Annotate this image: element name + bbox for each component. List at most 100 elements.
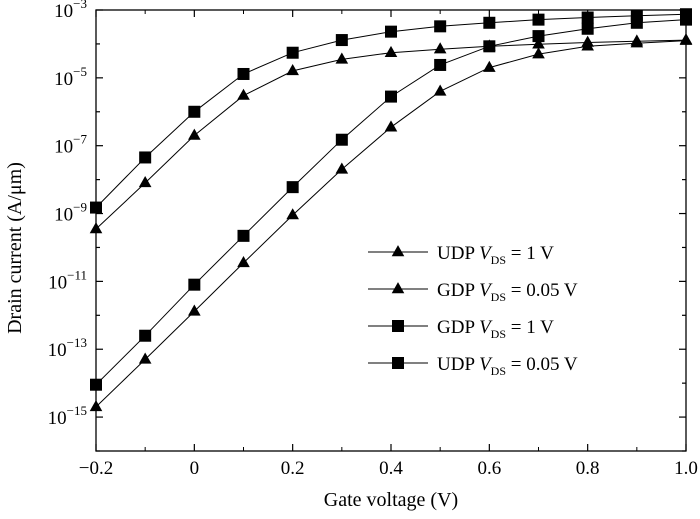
plot-area	[89, 8, 693, 412]
legend-value: = 1 V	[506, 317, 554, 338]
legend-value: = 1 V	[506, 243, 554, 264]
series-line	[95, 19, 687, 386]
square-marker	[630, 9, 643, 22]
square-marker	[139, 151, 152, 164]
square-marker	[483, 16, 496, 29]
triangle-marker	[335, 52, 349, 64]
triangle-marker	[138, 352, 152, 364]
y-tick-exponent: −15	[67, 403, 87, 418]
triangle-marker	[138, 176, 152, 188]
y-tick-label: 10−3	[54, 0, 87, 22]
y-tick-label: 10−15	[48, 403, 87, 429]
square-marker	[188, 278, 201, 291]
triangle-marker	[384, 45, 398, 57]
legend-item-1: UDP VDS = 1 V	[368, 243, 554, 267]
legend-subscript: DS	[491, 327, 506, 341]
x-tick-label: 0.6	[477, 458, 501, 479]
legend-value: = 0.05 V	[506, 280, 578, 301]
plot-frame	[95, 9, 687, 452]
square-marker	[532, 13, 545, 26]
triangle-marker	[433, 42, 447, 54]
series-3	[90, 8, 692, 214]
triangle-marker	[188, 304, 201, 316]
legend-variable: V	[479, 317, 493, 338]
square-marker	[434, 20, 447, 33]
square-marker	[630, 16, 643, 29]
square-marker	[385, 90, 397, 103]
series-2	[89, 33, 693, 412]
triangle-marker	[237, 88, 250, 100]
triangle-marker	[286, 208, 299, 220]
y-tick-exponent: −5	[73, 64, 87, 79]
legend-label: GDP VDS = 0.05 V	[437, 280, 578, 304]
square-marker	[483, 40, 496, 53]
series-4	[90, 13, 692, 391]
square-marker	[237, 67, 250, 80]
triangle-marker	[581, 39, 594, 51]
triangle-marker	[630, 36, 644, 48]
y-tick-label: 10−5	[54, 64, 87, 90]
legend-variable: V	[479, 280, 493, 301]
triangle-marker	[532, 37, 545, 49]
x-tick-label: −0.2	[79, 458, 113, 479]
x-tick-label: 0.2	[281, 458, 305, 479]
triangle-marker	[391, 282, 405, 294]
square-marker	[188, 105, 201, 118]
square-marker	[286, 46, 299, 59]
legend-item-3: GDP VDS = 1 V	[368, 317, 554, 341]
square-marker	[581, 22, 594, 35]
legend-variable: V	[479, 243, 493, 264]
square-marker	[237, 229, 250, 242]
triangle-marker	[188, 128, 201, 140]
triangle-marker	[335, 162, 349, 174]
legend-subscript: DS	[491, 364, 506, 378]
legend-item-4: UDP VDS = 0.05 V	[368, 354, 578, 378]
series-line	[95, 39, 687, 230]
square-marker	[335, 34, 348, 47]
x-tick-label: 0	[190, 458, 200, 479]
y-tick-exponent: −9	[73, 200, 87, 215]
series-line	[95, 13, 687, 208]
legend: UDP VDS = 1 V GDP VDS = 0.05 V GDP VDS = 1…	[368, 243, 578, 378]
square-marker	[139, 329, 152, 342]
y-tick-label: 10−9	[54, 200, 87, 226]
square-marker	[286, 181, 299, 194]
y-tick-exponent: −11	[67, 267, 87, 282]
y-tick-exponent: −3	[73, 0, 87, 11]
legend-variable: V	[479, 354, 493, 375]
square-marker	[385, 25, 397, 38]
triangle-marker	[433, 84, 447, 96]
square-marker	[335, 133, 348, 146]
legend-value: = 0.05 V	[506, 354, 578, 375]
triangle-marker	[391, 245, 405, 257]
y-tick-label: 10−11	[48, 267, 87, 293]
x-axis-label: Gate voltage (V)	[324, 489, 458, 511]
y-axis-label: Drain current (A/μm)	[4, 162, 26, 334]
triangle-marker	[384, 120, 398, 132]
x-tick-label: 1.0	[674, 458, 698, 479]
square-marker	[392, 320, 404, 332]
legend-label: GDP VDS = 1 V	[437, 317, 554, 341]
legend-subscript: DS	[491, 290, 506, 304]
square-marker	[532, 30, 545, 43]
x-tick-label: 0.4	[379, 458, 403, 479]
x-tick-label: 0.8	[576, 458, 600, 479]
y-tick-label: 10−7	[54, 132, 87, 158]
triangle-marker	[483, 60, 496, 72]
legend-label: UDP VDS = 1 V	[437, 243, 554, 267]
triangle-marker	[532, 47, 545, 59]
triangle-marker	[286, 64, 299, 76]
series-1	[89, 33, 693, 234]
legend-subscript: DS	[491, 253, 506, 267]
legend-item-2: GDP VDS = 0.05 V	[368, 280, 578, 304]
y-tick-exponent: −7	[73, 132, 87, 147]
triangle-marker	[237, 256, 250, 268]
axes: −0.2 0 0.2 0.4 0.6 0.8 1.0 10−15 10−13 10−11 10−9 1…	[48, 0, 698, 479]
y-tick-exponent: −13	[67, 335, 87, 350]
square-marker	[434, 58, 447, 71]
square-marker	[392, 357, 404, 369]
legend-label: UDP VDS = 0.05 V	[437, 354, 578, 378]
square-marker	[581, 11, 594, 24]
y-tick-label: 10−13	[48, 335, 87, 361]
